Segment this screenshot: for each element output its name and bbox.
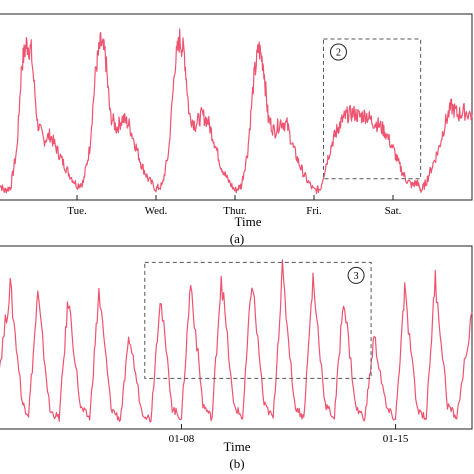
panel-b: 01-08 01-15 3 Time (b) xyxy=(0,245,473,471)
panel-b-x-axis-title: Time xyxy=(224,439,251,454)
panel-a-series xyxy=(0,28,473,195)
panel-a-x-axis-title: Time xyxy=(235,214,262,229)
annotation-label: 2 xyxy=(336,48,341,59)
series-line xyxy=(0,28,473,195)
annotation-circle xyxy=(347,266,365,284)
x-tick-label: Thur. xyxy=(223,205,247,217)
panel-b-x-ticks: 01-08 01-15 xyxy=(169,424,409,445)
panel-b-label: (b) xyxy=(229,456,244,471)
panel-a-label: (a) xyxy=(230,231,244,246)
x-tick-label: Sat. xyxy=(385,205,402,217)
x-tick-label: Wed. xyxy=(145,205,168,217)
panel-a: Tue. Wed. Thur. Fri. Sat. 2 Time (a) xyxy=(0,13,473,246)
annotation-circle xyxy=(329,43,347,61)
x-tick-label: 01-15 xyxy=(383,433,409,445)
series-line xyxy=(0,259,473,423)
annotation-box xyxy=(144,261,372,379)
x-tick-label: Tue. xyxy=(67,205,87,217)
panel-a-x-ticks: Tue. Wed. Thur. Fri. Sat. xyxy=(67,195,402,217)
panel-b-series xyxy=(0,259,473,423)
x-tick-label: Fri. xyxy=(306,205,322,217)
panel-a-annotation-box: 2 xyxy=(322,38,422,180)
x-tick-label: 01-08 xyxy=(169,433,195,445)
annotation-label: 3 xyxy=(354,271,359,282)
panel-b-annotation-box: 3 xyxy=(144,261,372,379)
panel-b-frame xyxy=(0,245,473,430)
